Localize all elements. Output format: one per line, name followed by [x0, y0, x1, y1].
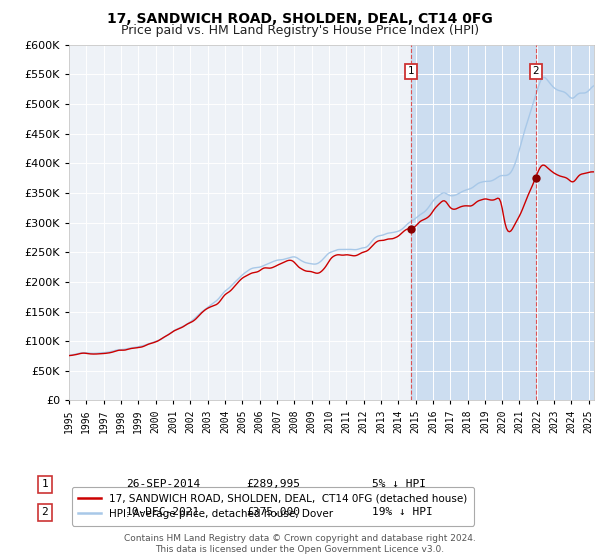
- Text: £375,000: £375,000: [246, 507, 300, 517]
- Text: Price paid vs. HM Land Registry's House Price Index (HPI): Price paid vs. HM Land Registry's House …: [121, 24, 479, 36]
- Text: 2: 2: [41, 507, 49, 517]
- Text: 26-SEP-2014: 26-SEP-2014: [126, 479, 200, 489]
- Text: 1: 1: [408, 67, 415, 77]
- Bar: [411, 45, 594, 400]
- Text: 5% ↓ HPI: 5% ↓ HPI: [372, 479, 426, 489]
- Text: 2: 2: [532, 67, 539, 77]
- Text: This data is licensed under the Open Government Licence v3.0.: This data is licensed under the Open Gov…: [155, 545, 445, 554]
- Text: 1: 1: [41, 479, 49, 489]
- Text: £289,995: £289,995: [246, 479, 300, 489]
- Text: 17, SANDWICH ROAD, SHOLDEN, DEAL, CT14 0FG: 17, SANDWICH ROAD, SHOLDEN, DEAL, CT14 0…: [107, 12, 493, 26]
- Text: 19% ↓ HPI: 19% ↓ HPI: [372, 507, 433, 517]
- Legend: 17, SANDWICH ROAD, SHOLDEN, DEAL,  CT14 0FG (detached house), HPI: Average price: 17, SANDWICH ROAD, SHOLDEN, DEAL, CT14 0…: [71, 487, 473, 526]
- Text: 10-DEC-2021: 10-DEC-2021: [126, 507, 200, 517]
- Text: Contains HM Land Registry data © Crown copyright and database right 2024.: Contains HM Land Registry data © Crown c…: [124, 534, 476, 543]
